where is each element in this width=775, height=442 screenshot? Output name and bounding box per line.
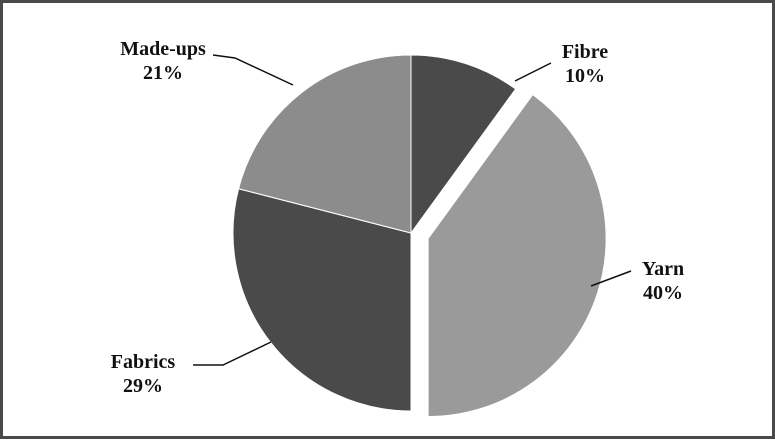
slice-label-fibre: Fibre [562,41,608,63]
slice-label-made-ups: Made-ups [120,38,206,60]
pie-slice-yarn [427,93,607,418]
pie-slice-fibre [410,54,517,235]
leader-line-yarn [590,270,632,287]
slice-value-made-ups: 21% [143,62,183,84]
slice-value-yarn: 40% [643,282,683,304]
slice-value-fabrics: 29% [123,375,163,397]
pie-slice-made-ups [237,54,412,234]
leader-line-fibre [514,62,552,82]
leader-line-made-ups [212,54,294,86]
leader-line-fabrics [193,341,272,366]
slice-label-fabrics: Fabrics [111,351,176,373]
slice-label-yarn: Yarn [642,258,684,280]
slice-value-fibre: 10% [565,65,605,87]
